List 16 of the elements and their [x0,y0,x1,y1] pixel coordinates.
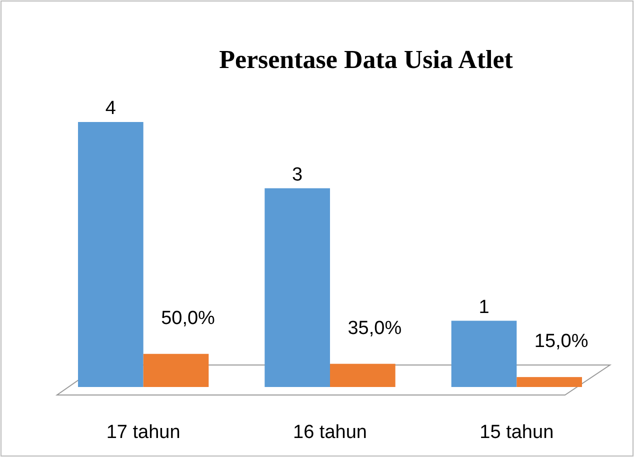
bar [143,354,209,387]
x-tick-label: 17 tahun [106,422,180,443]
bar [330,364,396,387]
chart-title: Persentase Data Usia Atlet [219,45,514,74]
x-tick-label: 15 tahun [480,422,554,443]
data-label: 3 [292,164,303,186]
bar [264,188,330,387]
data-label: 4 [105,98,116,119]
data-label: 50,0% [161,308,216,329]
x-tick-label: 16 tahun [293,422,367,443]
bar [78,122,144,387]
data-label: 1 [478,296,490,318]
bar [516,377,582,387]
bar [451,320,517,387]
data-label: 35,0% [348,318,402,339]
data-label: 15,0% [534,331,588,352]
